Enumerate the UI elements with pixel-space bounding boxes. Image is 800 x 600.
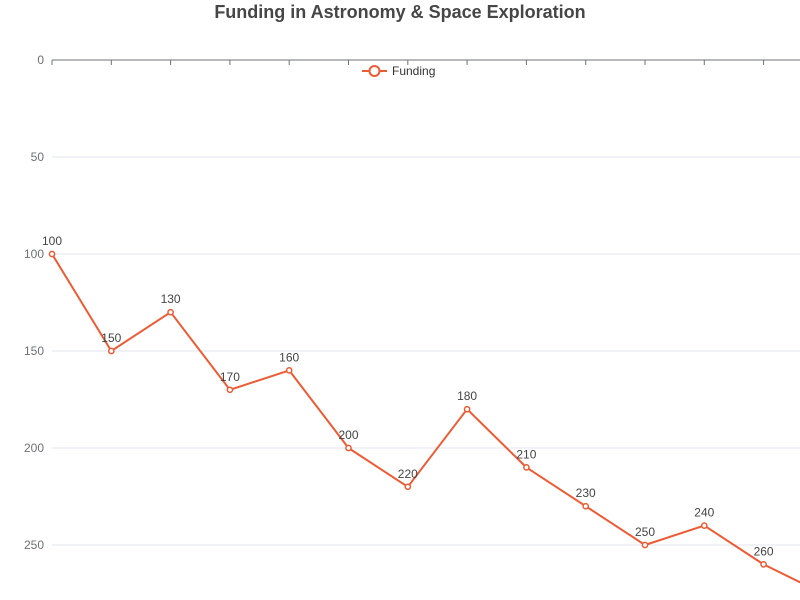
data-label: 230 xyxy=(576,486,596,500)
data-label: 220 xyxy=(398,467,418,481)
data-label: 240 xyxy=(694,506,714,520)
data-label: 100 xyxy=(42,234,62,248)
chart-title: Funding in Astronomy & Space Exploration xyxy=(214,2,586,22)
y-tick-label: 50 xyxy=(31,150,45,164)
series-funding[interactable] xyxy=(48,250,800,593)
data-point[interactable] xyxy=(523,464,530,471)
data-labels: 100 150 130 170 160 200 220 180 210 230 250 240 260 xyxy=(42,234,774,558)
data-point[interactable] xyxy=(463,405,471,413)
grid-lines xyxy=(52,156,800,546)
data-label: 170 xyxy=(220,370,240,384)
y-tick-label: 250 xyxy=(24,538,44,552)
data-label: 200 xyxy=(338,428,358,442)
data-label: 180 xyxy=(457,389,477,403)
data-label: 260 xyxy=(754,544,774,558)
y-tick-label: 100 xyxy=(24,247,44,261)
data-point[interactable] xyxy=(167,308,174,316)
data-label: 160 xyxy=(279,350,299,364)
data-point[interactable] xyxy=(760,561,767,568)
data-point[interactable] xyxy=(48,250,56,258)
series-line xyxy=(51,253,800,584)
data-point[interactable] xyxy=(582,502,590,510)
data-point[interactable] xyxy=(345,444,352,452)
y-tick-label: 0 xyxy=(37,53,44,67)
legend-label: Funding xyxy=(392,64,435,78)
y-tick-label: 150 xyxy=(24,344,44,358)
data-label: 150 xyxy=(101,331,121,345)
legend-marker-icon xyxy=(368,65,381,77)
data-label: 250 xyxy=(635,525,655,539)
data-label: 210 xyxy=(516,447,536,461)
data-point[interactable] xyxy=(107,347,115,355)
data-point[interactable] xyxy=(226,386,234,394)
data-point[interactable] xyxy=(700,522,708,529)
data-point[interactable] xyxy=(404,483,412,491)
data-label: 130 xyxy=(161,292,181,306)
y-tick-label: 200 xyxy=(24,441,44,455)
y-axis-tick-labels: 0 50 100 150 200 250 xyxy=(24,53,44,552)
data-point[interactable] xyxy=(285,367,293,374)
data-point[interactable] xyxy=(641,541,649,549)
legend[interactable]: Funding xyxy=(362,64,435,78)
x-axis xyxy=(51,59,800,65)
